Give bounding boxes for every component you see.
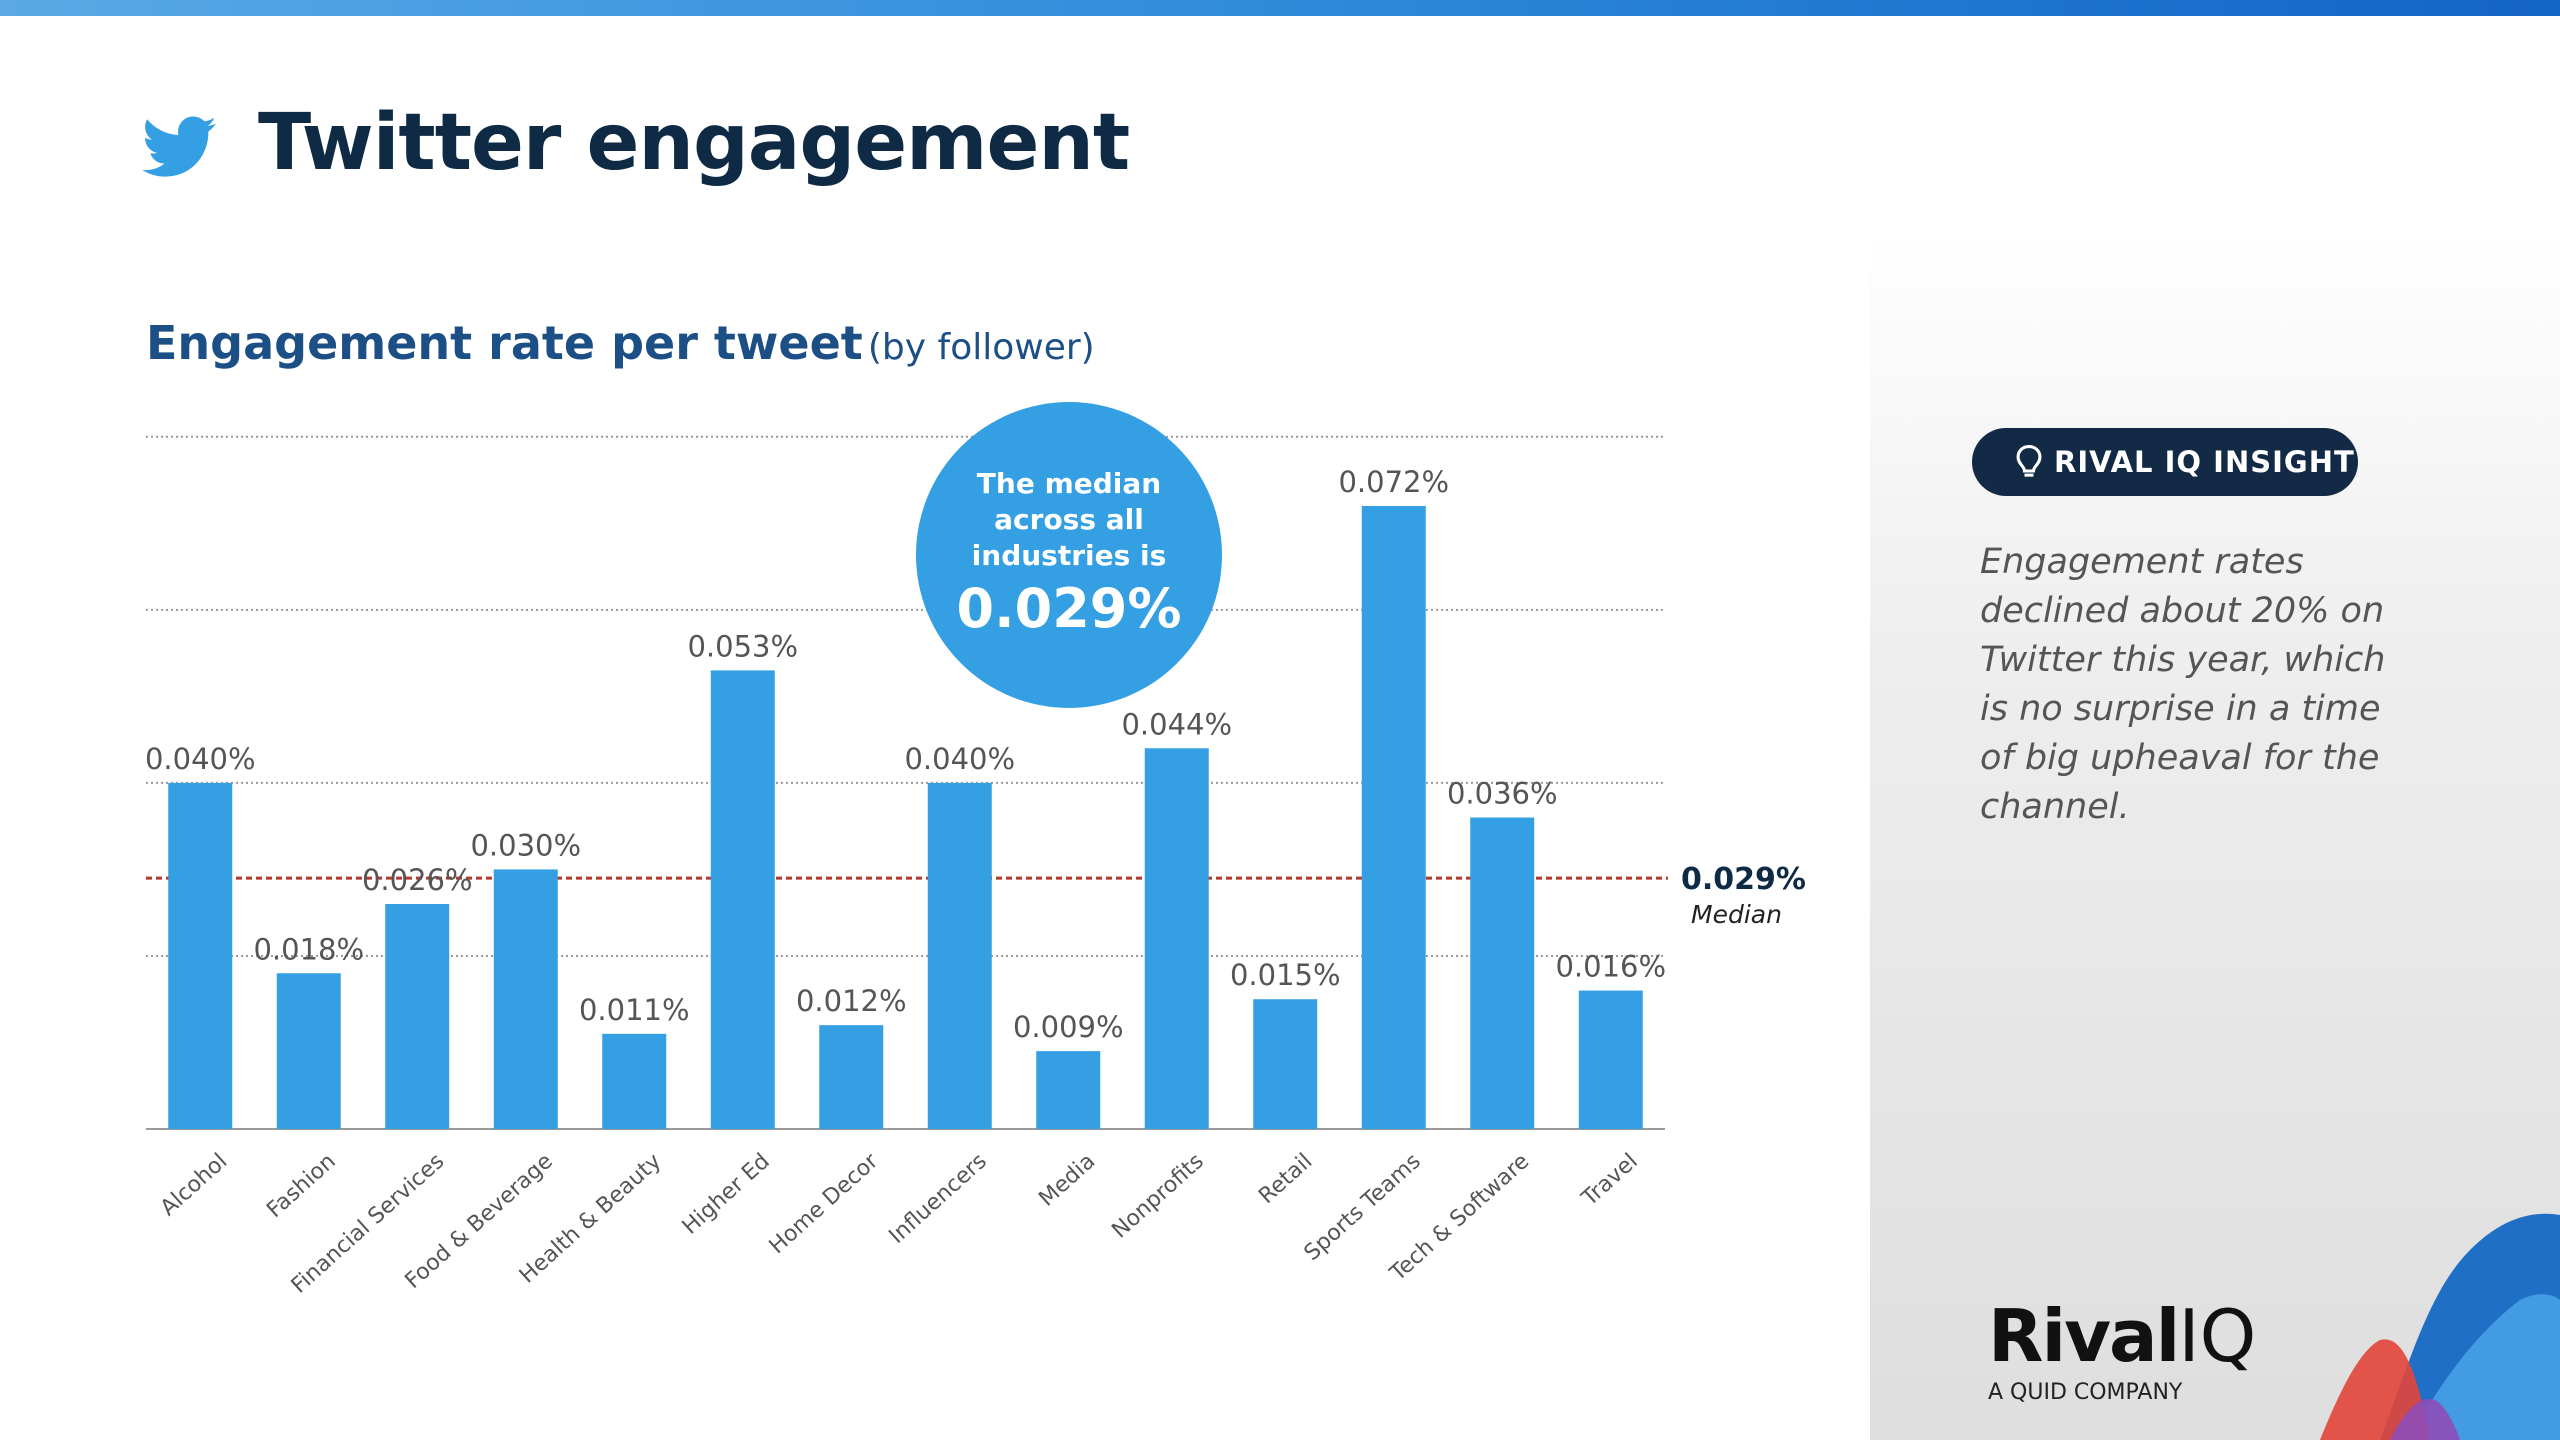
bar (1036, 1051, 1101, 1129)
bar-value-label: 0.040% (145, 742, 256, 776)
bar (927, 782, 992, 1129)
chart-subtitle: (by follower) (867, 327, 1095, 368)
median-caption-label: Median (1691, 900, 1782, 929)
bar (602, 1033, 667, 1129)
bar-value-label: 0.072% (1338, 465, 1449, 499)
twitter-bird-icon (142, 116, 216, 177)
logo-tagline: A QUID COMPANY (1988, 1380, 2183, 1405)
insight-badge-label: RIVAL IQ INSIGHT (2054, 445, 2355, 479)
x-tick-label: Home Decor (765, 1148, 884, 1259)
bar (385, 904, 450, 1129)
bar-value-label: 0.012% (796, 984, 907, 1018)
brand-wave-decoration (2320, 1213, 2560, 1440)
bar-value-label: 0.036% (1447, 777, 1558, 811)
bar-value-label: 0.015% (1230, 958, 1341, 992)
median-callout-line-2: across all (994, 503, 1144, 536)
x-tick-label: Retail (1254, 1149, 1317, 1209)
bar (819, 1025, 884, 1129)
median-callout-bubble: The median across all industries is 0.02… (916, 402, 1222, 708)
lightbulb-icon (2016, 445, 2042, 477)
bar-value-label: 0.009% (1013, 1010, 1124, 1044)
bar (493, 869, 558, 1129)
bar (1578, 990, 1643, 1129)
logo-wordmark: RivalIQ (1988, 1300, 2256, 1372)
bar-value-label: 0.053% (687, 629, 798, 663)
bar-value-label: 0.016% (1555, 950, 1666, 984)
bar-value-label: 0.026% (362, 863, 473, 897)
x-tick-label: Fashion (262, 1149, 340, 1223)
x-tick-label: Alcohol (156, 1149, 232, 1221)
bar (1144, 748, 1209, 1129)
top-accent-bar (0, 0, 2560, 16)
bar-value-label: 0.018% (253, 932, 364, 966)
bar (710, 670, 775, 1129)
x-tick-label: Media (1034, 1149, 1100, 1212)
bar (1470, 817, 1535, 1129)
bar (1253, 999, 1318, 1129)
median-callout-line-1: The median (976, 467, 1162, 500)
bar (168, 782, 233, 1129)
bar-value-label: 0.030% (470, 828, 581, 862)
x-tick-label: Nonprofits (1107, 1149, 1208, 1244)
bar (276, 973, 341, 1129)
chart-title: Engagement rate per tweet (146, 316, 863, 370)
bar-value-label: 0.011% (579, 993, 690, 1027)
bar-value-label: 0.040% (904, 742, 1015, 776)
insight-text: Engagement rates declined about 20% on T… (1980, 542, 2386, 827)
logo-word-iq: IQ (2178, 1294, 2257, 1378)
logo-word-main: Rival (1988, 1294, 2180, 1378)
chart-heading: Engagement rate per tweet (by follower) (146, 316, 1095, 370)
median-callout-value: 0.029% (956, 577, 1182, 640)
x-tick-label: Influencers (884, 1149, 991, 1249)
median-callout-line-3: industries is (971, 539, 1167, 572)
x-tick-label: Travel (1577, 1149, 1643, 1212)
median-value-label: 0.029% (1681, 862, 1806, 897)
insight-badge: RIVAL IQ INSIGHT (1972, 428, 2358, 496)
x-tick-label: Higher Ed (678, 1149, 775, 1240)
rival-iq-logo: RivalIQ A QUID COMPANY (1988, 1300, 2256, 1405)
bar (1361, 506, 1426, 1129)
page-title: Twitter engagement (258, 98, 1130, 188)
bar-value-label: 0.044% (1121, 707, 1232, 741)
